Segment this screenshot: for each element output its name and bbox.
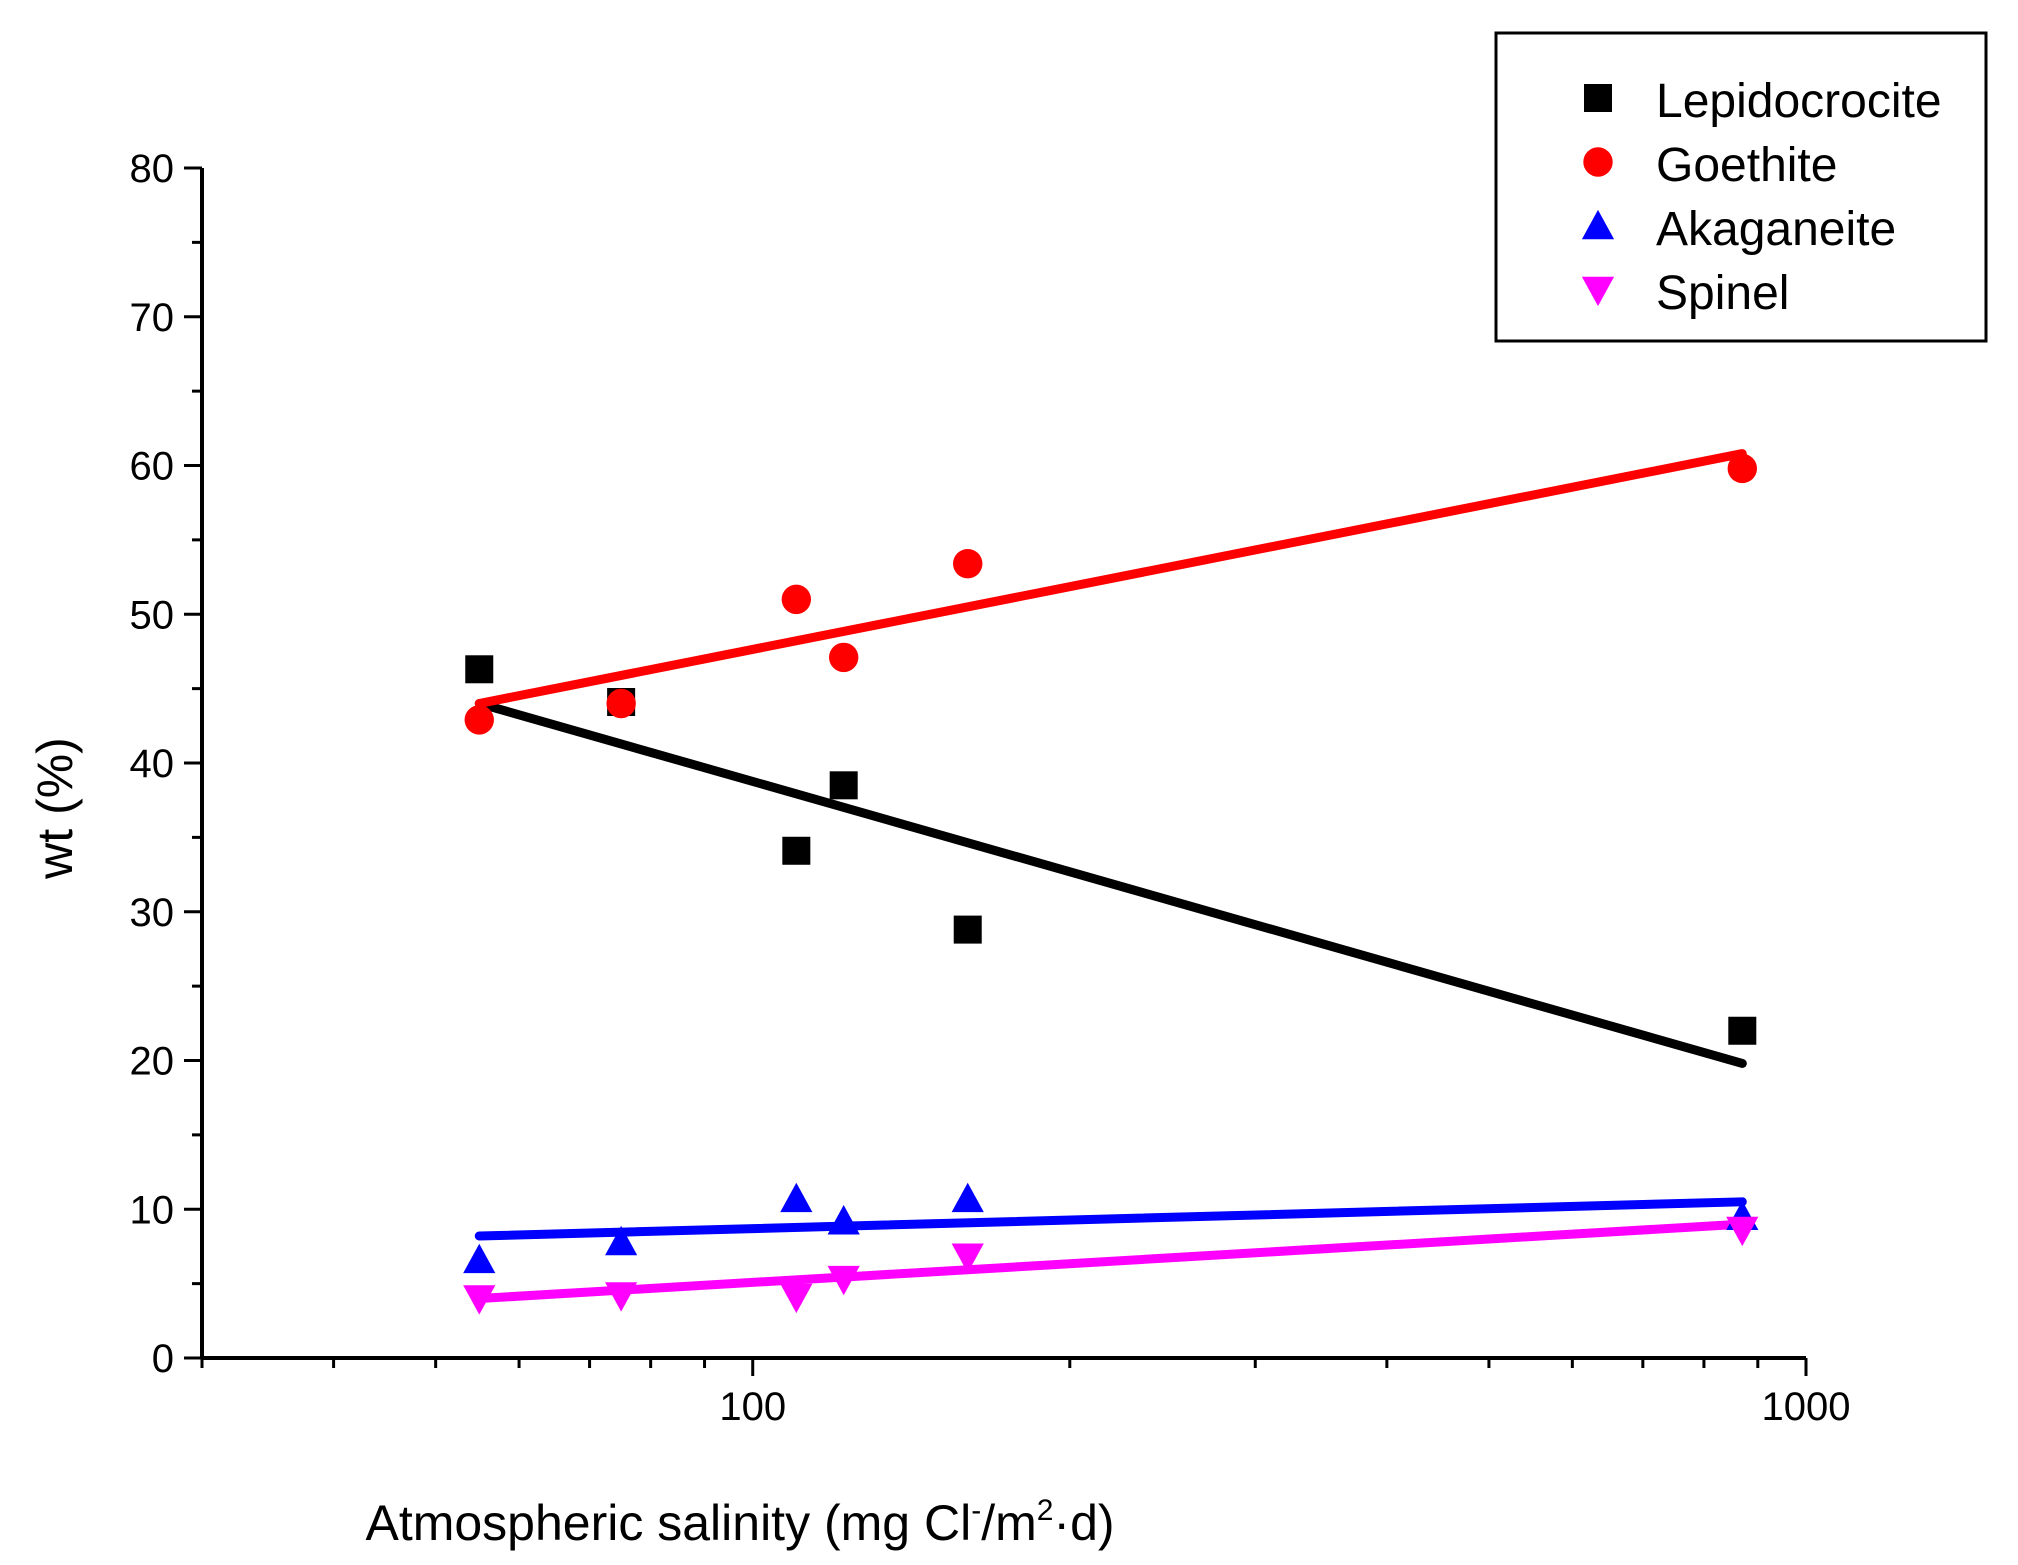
spinel-point xyxy=(605,1282,638,1312)
y-tick-label: 50 xyxy=(130,593,175,637)
data-points xyxy=(463,453,1759,1315)
legend-akaganeite-label: Akaganeite xyxy=(1656,203,1896,256)
y-tick-label: 10 xyxy=(130,1188,175,1232)
legend-spinel-marker xyxy=(1581,276,1615,307)
spinel-point xyxy=(780,1283,813,1314)
y-tick-label: 30 xyxy=(130,891,175,935)
goethite-point xyxy=(464,705,494,735)
lepidocrocite-point xyxy=(829,771,858,800)
legend-lepidocrocite-marker xyxy=(1584,84,1612,112)
y-tick-label: 0 xyxy=(152,1337,174,1381)
goethite-point xyxy=(606,688,636,719)
goethite-point xyxy=(953,548,983,579)
legend-box xyxy=(1494,31,1988,343)
goethite-fit-line xyxy=(474,449,1747,708)
legend-goethite-marker xyxy=(1583,147,1613,177)
legend-lepidocrocite-label: Lepidocrocite xyxy=(1656,75,1942,128)
goethite-point xyxy=(1727,453,1757,484)
akaganeite-point xyxy=(463,1243,496,1274)
lepidocrocite-fit-line xyxy=(474,699,1747,1068)
spinel-point xyxy=(463,1285,496,1315)
x-tick-label: 1000 xyxy=(1762,1385,1851,1429)
legend-goethite-label: Goethite xyxy=(1656,139,1837,192)
axes: 0 10 20 30 40 50 60 70 80 100 1000 xyxy=(130,147,1851,1429)
legend-spinel-label: Spinel xyxy=(1656,267,1789,320)
akaganeite-point xyxy=(605,1225,638,1256)
spinel-fit-line xyxy=(474,1219,1747,1303)
lepidocrocite-point xyxy=(782,836,811,865)
lepidocrocite-point xyxy=(953,915,982,944)
spinel-point xyxy=(951,1243,984,1273)
lepidocrocite-point xyxy=(1728,1016,1757,1045)
y-tick-label: 20 xyxy=(130,1040,175,1084)
lepidocrocite-point xyxy=(465,655,494,684)
goethite-point xyxy=(828,642,859,673)
y-tick-label: 80 xyxy=(130,147,175,191)
fit-lines xyxy=(474,449,1747,1303)
x-tick-label: 100 xyxy=(719,1385,786,1429)
y-tick-label: 70 xyxy=(130,296,175,340)
goethite-point xyxy=(781,584,812,615)
legend-akaganeite-marker xyxy=(1581,209,1615,240)
akaganeite-fit-line xyxy=(474,1197,1747,1241)
y-axis-label: wt (%) xyxy=(27,737,83,880)
y-tick-label: 60 xyxy=(130,445,175,489)
spinel-point xyxy=(1726,1216,1759,1247)
legend: Lepidocrocite Goethite Akaganeite Spinel xyxy=(1494,31,1988,343)
x-axis-label: Atmospheric salinity (mg Cl-/m2·d) xyxy=(365,1494,1114,1551)
y-tick-label: 40 xyxy=(130,742,175,786)
akaganeite-point xyxy=(827,1205,860,1235)
akaganeite-point xyxy=(780,1182,813,1213)
spinel-point xyxy=(827,1265,860,1296)
akaganeite-point xyxy=(951,1182,984,1213)
